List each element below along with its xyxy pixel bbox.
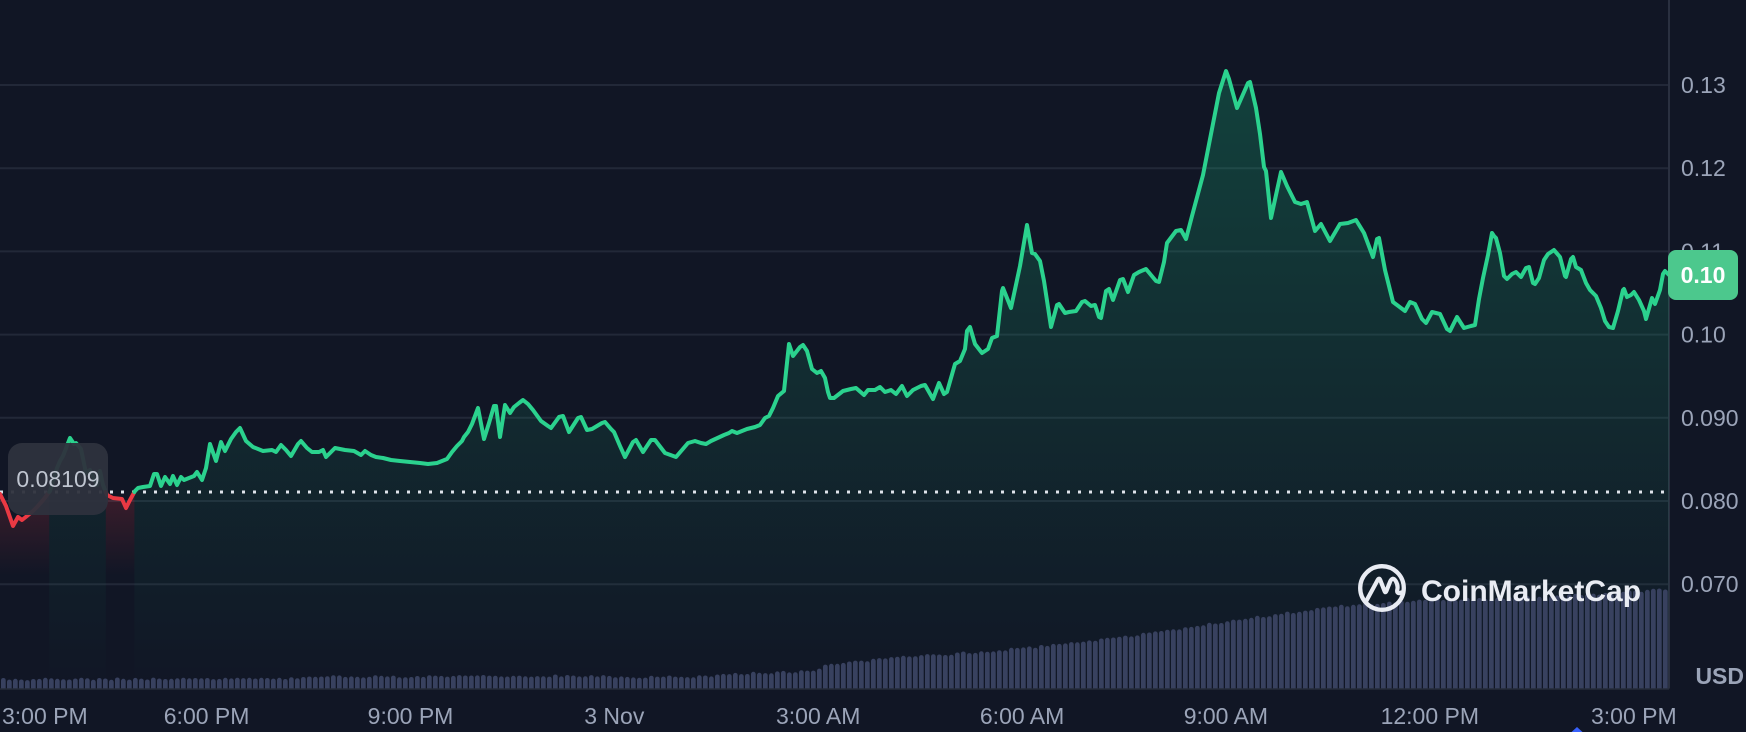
svg-text:6:00 PM: 6:00 PM [164,703,250,729]
svg-text:0.08109: 0.08109 [16,466,99,492]
svg-text:0.10: 0.10 [1681,322,1726,348]
svg-text:0.12: 0.12 [1681,155,1726,181]
svg-text:12:00 PM: 12:00 PM [1381,703,1479,729]
svg-text:CoinMarketCap: CoinMarketCap [1421,575,1641,608]
svg-text:0.13: 0.13 [1681,72,1726,98]
svg-text:0.10: 0.10 [1681,262,1726,288]
svg-text:9:00 PM: 9:00 PM [368,703,454,729]
svg-text:0.090: 0.090 [1681,405,1739,431]
svg-text:3 Nov: 3 Nov [584,703,645,729]
svg-text:0.070: 0.070 [1681,571,1739,597]
svg-text:USD: USD [1695,663,1744,689]
svg-text:3:00 AM: 3:00 AM [776,703,860,729]
svg-text:3:00 PM: 3:00 PM [1591,703,1677,729]
svg-text:0.080: 0.080 [1681,488,1739,514]
svg-text:6:00 AM: 6:00 AM [980,703,1064,729]
svg-text:3:00 PM: 3:00 PM [2,703,88,729]
svg-text:9:00 AM: 9:00 AM [1184,703,1268,729]
